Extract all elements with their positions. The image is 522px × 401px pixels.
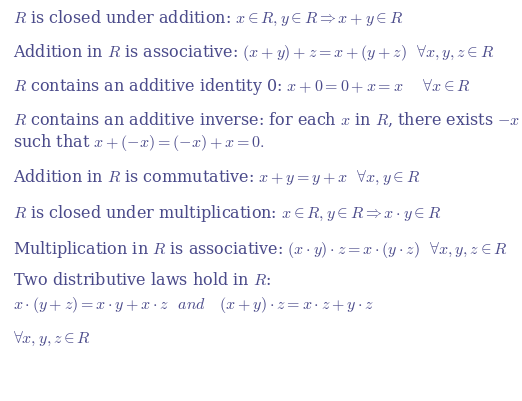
Text: such that $x + (-x) = (-x) + x = 0.$: such that $x + (-x) = (-x) + x = 0.$ bbox=[13, 132, 265, 153]
Text: Two distributive laws hold in $R$:: Two distributive laws hold in $R$: bbox=[13, 272, 271, 289]
Text: $\forall x, y, z \in R$: $\forall x, y, z \in R$ bbox=[13, 330, 91, 348]
Text: Multiplication in $R$ is associative: $(x \cdot y) \cdot z = x \cdot (y \cdot z): Multiplication in $R$ is associative: $(… bbox=[13, 239, 508, 259]
Text: $R$ contains an additive identity 0: $x + 0 = 0 + x = x$    $\forall x \in R$: $R$ contains an additive identity 0: $x … bbox=[13, 76, 471, 97]
Text: $R$ is closed under addition: $x \in R, y \in R \Rightarrow x + y \in R$: $R$ is closed under addition: $x \in R, … bbox=[13, 8, 404, 28]
Text: $R$ is closed under multiplication: $x \in R, y \in R \Rightarrow x \cdot y \in : $R$ is closed under multiplication: $x \… bbox=[13, 203, 442, 224]
Text: Addition in $R$ is associative: $(x + y) + z = x + (y + z)$  $\forall x, y, z \i: Addition in $R$ is associative: $(x + y)… bbox=[13, 42, 495, 63]
Text: $x \cdot (y + z) = x \cdot y + x \cdot z$  $\mathit{and}$   $(x + y) \cdot z = x: $x \cdot (y + z) = x \cdot y + x \cdot z… bbox=[13, 295, 374, 315]
Text: $R$ contains an additive inverse: for each $x$ in $R$, there exists $-x$ in $R$: $R$ contains an additive inverse: for ea… bbox=[13, 111, 522, 130]
Text: Addition in $R$ is commutative: $x + y = y + x$  $\forall x, y \in R$: Addition in $R$ is commutative: $x + y =… bbox=[13, 168, 420, 187]
